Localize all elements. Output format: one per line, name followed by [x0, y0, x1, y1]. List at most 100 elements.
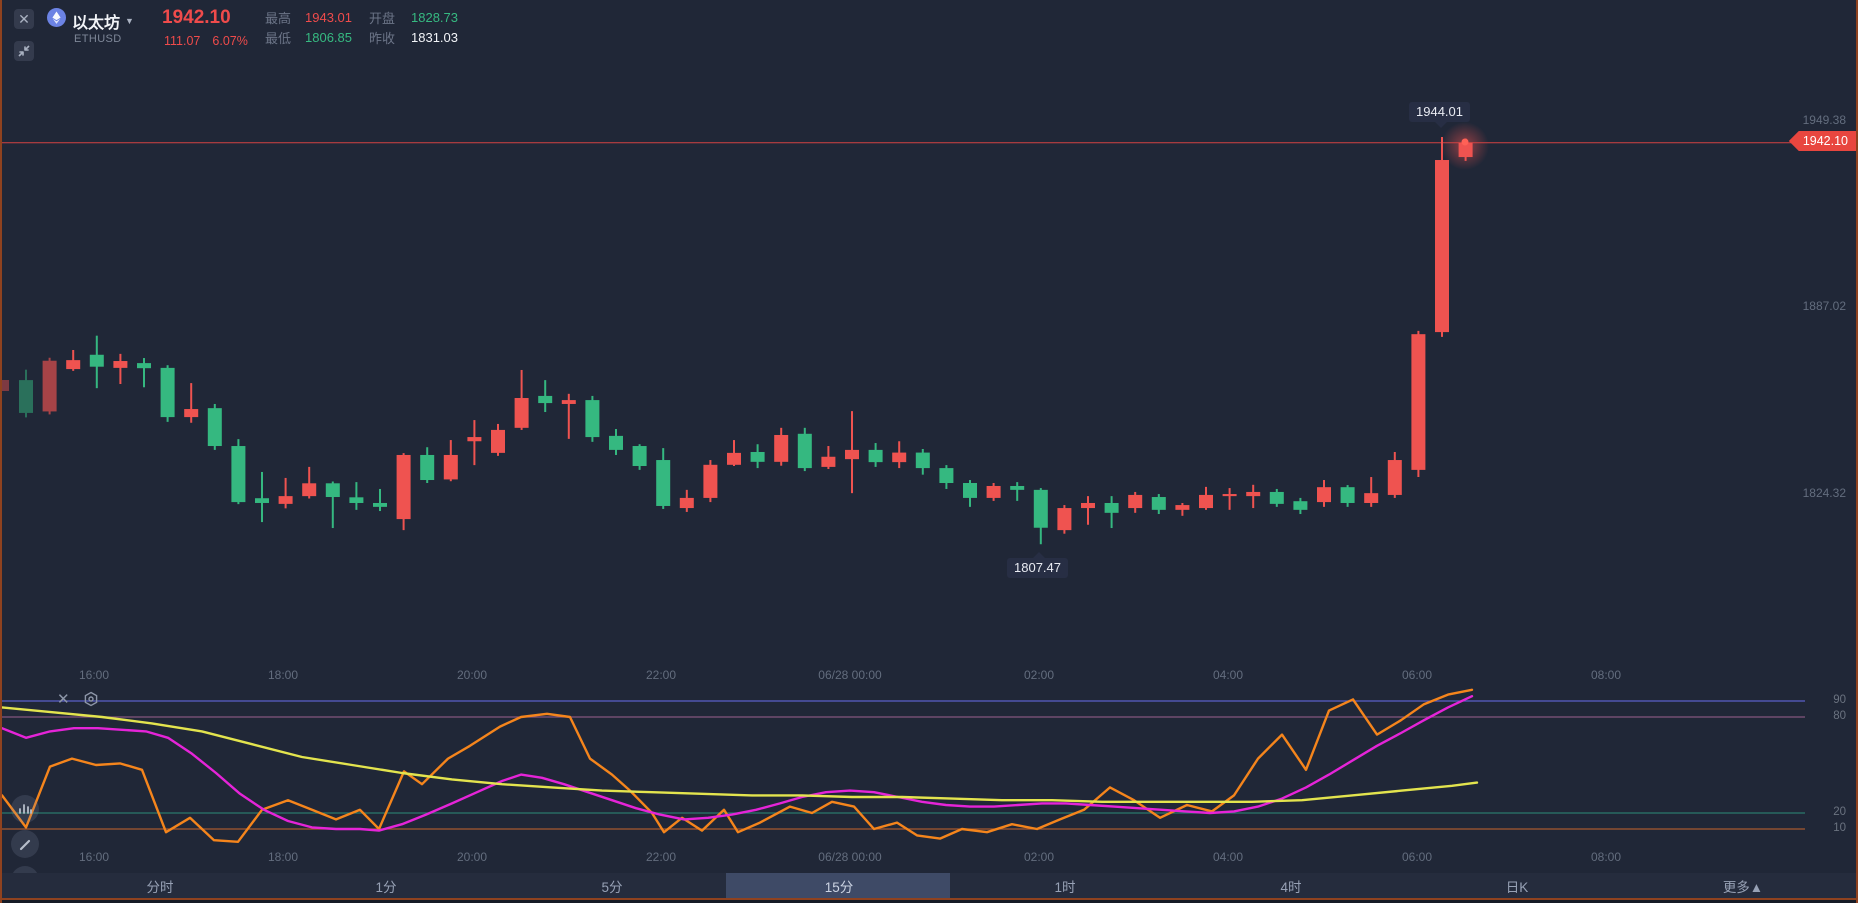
candle — [797, 427, 812, 472]
time-label: 08:00 — [1590, 850, 1622, 864]
change-percent: 6.07% — [212, 34, 248, 48]
candle — [207, 403, 222, 450]
candle — [703, 460, 718, 503]
candle — [160, 365, 175, 422]
bar-chart-icon — [19, 804, 32, 814]
time-label: 22:00 — [645, 850, 677, 864]
candle — [278, 477, 293, 509]
candle — [868, 443, 883, 467]
tab-日K[interactable]: 日K — [1505, 879, 1529, 895]
candle — [1269, 488, 1284, 507]
indicator-line-J — [2, 688, 1474, 843]
close-icon: ✕ — [18, 11, 30, 27]
candle — [679, 489, 694, 512]
time-label: 06:00 — [1401, 668, 1433, 682]
candle — [184, 383, 199, 423]
time-label: 06:00 — [1401, 850, 1433, 864]
candle — [1081, 496, 1095, 525]
chart-type-button[interactable] — [11, 795, 39, 823]
candle — [1128, 491, 1143, 513]
tab-15分[interactable]: 15分 — [824, 879, 854, 895]
tab-更多[interactable]: 更多▲ — [1722, 879, 1764, 895]
candle — [491, 423, 505, 456]
candle — [750, 444, 765, 469]
candle — [89, 335, 104, 389]
time-label: 16:00 — [78, 668, 110, 682]
candle — [349, 482, 364, 510]
tab-1时[interactable]: 1时 — [1054, 879, 1076, 895]
symbol-code: ETHUSD — [74, 33, 122, 45]
time-label: 22:00 — [645, 668, 677, 682]
indicator-line-D — [2, 695, 1474, 832]
candle — [986, 483, 1001, 501]
candle — [1151, 494, 1166, 515]
time-label: 02:00 — [1023, 850, 1055, 864]
daily-stats: 最高 1943.01 开盘 1828.73 最低 1806.85 昨收 1831… — [265, 7, 473, 47]
candle — [632, 444, 647, 470]
draw-button[interactable] — [11, 830, 39, 858]
close-icon: ✕ — [57, 691, 70, 708]
collapse-button[interactable] — [14, 41, 34, 61]
candle — [561, 393, 576, 439]
candle — [1057, 505, 1072, 534]
candle — [609, 429, 623, 455]
change-amount: 111.07 — [164, 34, 201, 48]
candle — [325, 481, 340, 529]
candle — [963, 480, 977, 507]
gear-icon — [84, 691, 98, 707]
indicator-close-button[interactable]: ✕ — [57, 692, 70, 707]
candle — [845, 411, 859, 494]
tab-4时[interactable]: 4时 — [1280, 879, 1302, 895]
stat-low-label: 最低 — [265, 30, 292, 46]
candle — [373, 488, 387, 512]
eth-logo-icon[interactable] — [47, 8, 66, 27]
stat-prevclose-label: 昨收 — [369, 30, 396, 46]
candle — [1411, 330, 1426, 478]
indicator-scale-label: 90 — [1833, 694, 1846, 706]
stat-high-value: 1943.01 — [305, 9, 352, 25]
candle — [585, 395, 600, 442]
timeframe-tab-bar: 分时 1分 5分 15分 1时 4时 日K 更多▲ — [2, 873, 1856, 898]
candle — [1104, 496, 1119, 529]
candle — [1387, 451, 1402, 498]
close-button[interactable]: ✕ — [14, 9, 34, 29]
time-label: 20:00 — [456, 850, 488, 864]
symbol-title[interactable]: 以太坊 ▼ — [72, 9, 134, 33]
time-label: 16:00 — [78, 850, 110, 864]
symbol-name-text: 以太坊 — [72, 15, 121, 32]
time-label: 04:00 — [1212, 668, 1244, 682]
candle — [1364, 477, 1379, 507]
candle — [1246, 484, 1261, 509]
candle — [915, 449, 930, 475]
time-label: 04:00 — [1212, 850, 1244, 864]
tab-5分[interactable]: 5分 — [601, 879, 623, 895]
candle — [396, 453, 411, 531]
indicator-scale-label: 10 — [1833, 822, 1846, 834]
indicator-settings-button[interactable] — [83, 691, 99, 710]
low-price-bubble: 1807.47 — [1007, 552, 1068, 578]
candle — [774, 427, 789, 466]
last-price: 1942.10 — [162, 7, 231, 28]
tab-分时[interactable]: 分时 — [146, 879, 174, 895]
candle — [538, 380, 553, 413]
candle — [137, 358, 151, 388]
candle — [42, 357, 57, 415]
live-price-dot — [1461, 138, 1469, 146]
candle — [1340, 485, 1355, 507]
candle — [302, 466, 317, 499]
candle — [939, 465, 954, 489]
candle — [1317, 480, 1331, 507]
collapse-icon — [18, 45, 30, 57]
candle — [1435, 137, 1449, 337]
tab-1分[interactable]: 1分 — [375, 879, 397, 895]
candle — [656, 448, 671, 509]
price-axis-label: 1949.38 — [1802, 113, 1846, 127]
candle — [514, 369, 529, 430]
high-price-bubble: 1944.01 — [1409, 102, 1470, 128]
time-label: 06/28 00:00 — [818, 850, 882, 864]
candle — [467, 420, 482, 466]
candle — [231, 439, 246, 505]
candle — [1293, 497, 1308, 515]
